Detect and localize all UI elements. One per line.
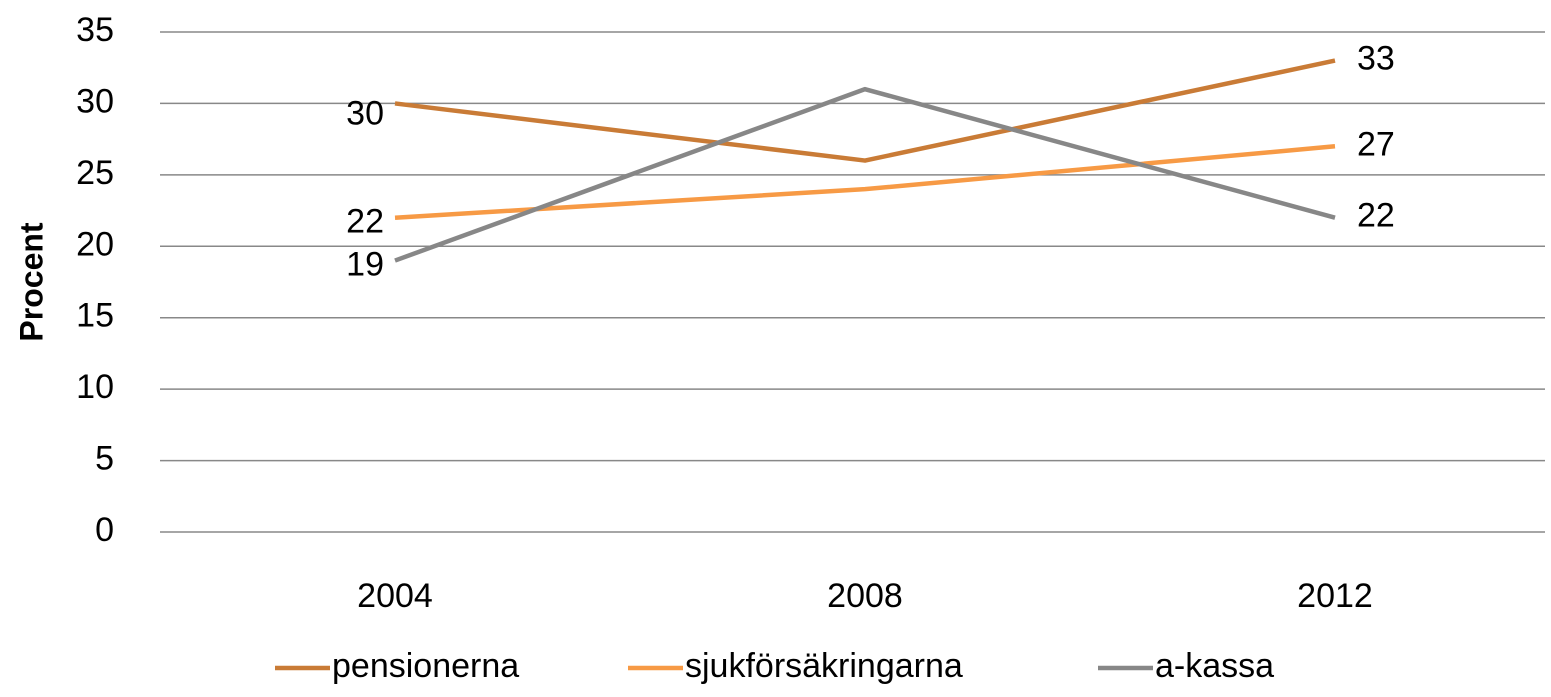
data-label: 22 bbox=[1357, 197, 1395, 235]
line-series bbox=[394, 86, 1336, 263]
x-tick-label: 2012 bbox=[1297, 577, 1373, 615]
legend-label: a-kassa bbox=[1155, 647, 1274, 685]
y-tick-label: 15 bbox=[76, 297, 114, 335]
y-tick-label: 35 bbox=[76, 11, 114, 49]
line-series bbox=[394, 58, 1336, 163]
x-tick-label: 2004 bbox=[357, 577, 433, 615]
y-tick-label: 20 bbox=[76, 225, 114, 263]
y-tick-label: 10 bbox=[76, 368, 114, 406]
legend-label: sjukförsäkringarna bbox=[685, 647, 963, 685]
line-series bbox=[394, 144, 1336, 220]
legend-label: pensionerna bbox=[332, 647, 519, 685]
data-label: 27 bbox=[1357, 125, 1395, 163]
y-tick-label: 0 bbox=[95, 511, 114, 549]
data-label: 19 bbox=[346, 246, 384, 284]
y-tick-label: 30 bbox=[76, 82, 114, 120]
y-axis-label: Procent bbox=[13, 222, 49, 341]
data-label: 33 bbox=[1357, 40, 1395, 78]
data-label: 30 bbox=[346, 94, 384, 132]
data-label: 22 bbox=[346, 203, 384, 241]
y-tick-label: 25 bbox=[76, 154, 114, 192]
x-tick-label: 2008 bbox=[827, 577, 903, 615]
y-tick-label: 5 bbox=[95, 440, 114, 478]
